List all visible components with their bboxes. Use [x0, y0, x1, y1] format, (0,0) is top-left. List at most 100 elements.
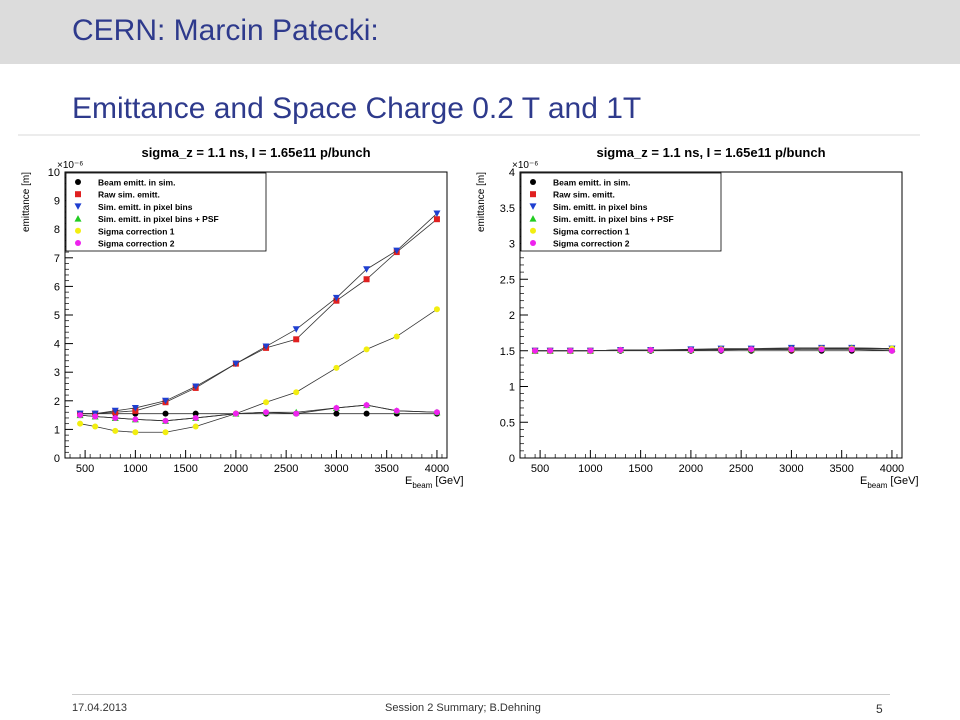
chart1-data-point: [587, 347, 594, 354]
chart0-legend-marker: [75, 191, 81, 198]
chart1-legend-label: Beam emitt. in sim.: [553, 178, 630, 188]
chart0-xtick-label: 4000: [425, 463, 449, 475]
chart0-ytick-label: 3: [54, 367, 60, 379]
chart0-data-point: [112, 414, 119, 421]
chart0-data-point: [131, 404, 139, 412]
chart0-data-point: [433, 306, 440, 313]
chart1-legend-label: Raw sim. emitt.: [553, 190, 615, 200]
emittance-chart-1T: sigma_z = 1.1 ns, I = 1.65e11 p/bunch 0 0.…: [470, 140, 920, 490]
chart0-data-point: [162, 417, 169, 424]
chart1-ytick-label: 0.5: [500, 417, 515, 429]
chart0-data-point: [77, 412, 84, 419]
chart0-xtick-label: 2500: [274, 463, 298, 475]
chart0-legend-marker: [75, 227, 81, 234]
chart1-xlabel-sub: beam: [867, 481, 887, 490]
chart0-data-point: [293, 389, 300, 396]
chart1-legend-marker: [530, 240, 536, 246]
chart0-xlabel-sub: beam: [412, 481, 432, 490]
chart0-data-point: [162, 429, 169, 436]
chart1-ytick-label: 2: [509, 310, 515, 322]
chart1-legend-marker: [530, 227, 536, 234]
chart0-data-point: [363, 266, 371, 273]
chart1-legend-label: Sim. emitt. in pixel bins + PSF: [553, 214, 674, 224]
chart0-xtick-label: 2000: [224, 463, 248, 475]
emittance-chart-0p2T: sigma_z = 1.1 ns, I = 1.65e11 p/bunch 0 1 2…: [15, 140, 465, 490]
chart0-data-point: [293, 410, 300, 417]
chart0-legend-label: Raw sim. emitt.: [98, 190, 160, 200]
chart0-data-point: [192, 410, 199, 417]
chart0-data-point: [132, 416, 139, 423]
chart1-legend-label: Sim. emitt. in pixel bins: [553, 202, 648, 212]
chart0-data-point: [433, 210, 441, 217]
chart1-data-point: [687, 347, 694, 354]
chart1-data-point: [888, 347, 895, 354]
chart0-data-point: [363, 346, 370, 353]
chart0-title: sigma_z = 1.1 ns, I = 1.65e11 p/bunch: [141, 145, 370, 160]
chart0-ytick-label: 0: [54, 453, 60, 465]
chart0-data-point: [393, 247, 401, 255]
chart1-data-point: [748, 346, 755, 353]
title-divider: [18, 134, 920, 136]
chart1-ytick-label: 1.5: [500, 346, 515, 358]
chart1-ytick-label: 0: [509, 453, 515, 465]
chart1-data-point: [818, 346, 825, 353]
chart0-xtick-label: 1500: [173, 463, 197, 475]
slide-subtitle: Emittance and Space Charge 0.2 T and 1T: [72, 92, 642, 125]
chart1-xtick-label: 500: [531, 463, 549, 475]
chart0-data-point: [192, 383, 200, 390]
chart0-ytick-label: 9: [54, 196, 60, 208]
chart1-legend-marker: [529, 203, 537, 210]
chart1-series-5: [532, 346, 895, 354]
chart0-xlabel-main: E: [405, 475, 412, 487]
chart0-series-5: [77, 402, 440, 424]
chart1-title: sigma_z = 1.1 ns, I = 1.65e11 p/bunch: [596, 145, 825, 160]
chart0-legend-label: Sigma correction 2: [98, 239, 175, 249]
chart1-xlabel-unit: [GeV]: [887, 475, 918, 487]
chart1-legend-box: [520, 172, 722, 252]
chart0-data-point: [132, 429, 139, 436]
chart0-xtick-label: 500: [76, 463, 94, 475]
chart1-data-point: [647, 347, 654, 354]
chart0-data-point: [333, 364, 340, 371]
chart0-data-point: [232, 410, 239, 417]
chart0-data-point: [162, 397, 170, 405]
chart0-data-point: [433, 409, 440, 416]
chart1-xlabel-main: E: [860, 475, 867, 487]
chart0-legend-label: Sim. emitt. in pixel bins + PSF: [98, 214, 219, 224]
chart0-ytick-label: 10: [48, 167, 60, 179]
chart0-data-point: [162, 410, 169, 417]
chart0-data-point: [363, 410, 370, 417]
chart0-ytick-label: 1: [54, 424, 60, 436]
chart1-xtick-label: 2500: [729, 463, 753, 475]
slide-header-bar: [0, 0, 960, 64]
chart0-xlabel-unit: [GeV]: [432, 475, 463, 487]
chart0-data-point: [393, 333, 400, 340]
chart1-data-point: [547, 347, 554, 354]
chart0-data-point: [112, 427, 119, 434]
chart1-ytick-label: 4: [509, 167, 515, 179]
chart0-data-point: [192, 423, 199, 430]
chart0-ytick-label: 6: [54, 281, 60, 293]
chart0-data-point: [92, 413, 99, 420]
chart1-data-point: [718, 347, 725, 354]
chart0-data-point: [433, 216, 440, 223]
chart0-legend-label: Sim. emitt. in pixel bins: [98, 202, 193, 212]
footer-divider: [72, 694, 890, 695]
chart1-xtick-label: 3000: [779, 463, 803, 475]
chart0-xtick-label: 3500: [374, 463, 398, 475]
chart1-data-point: [567, 347, 574, 354]
chart1-xlabel: Ebeam [GeV]: [860, 475, 919, 490]
chart1-ylabel: emittance [m]: [476, 172, 487, 232]
chart1-data-point: [617, 347, 624, 354]
chart0-ylabel: emittance [m]: [21, 172, 32, 232]
chart1-ytick-label: 3: [509, 239, 515, 251]
chart0-data-point: [293, 336, 300, 343]
chart0-data-point: [333, 404, 340, 411]
chart0-series-2: [76, 210, 441, 418]
chart0-data-point: [263, 399, 270, 406]
chart1-y-exponent: ×10⁻⁶: [512, 160, 538, 171]
chart1-xtick-label: 1000: [578, 463, 602, 475]
slide-title: CERN: Marcin Patecki:: [72, 14, 379, 47]
chart0-data-point: [332, 294, 340, 302]
chart0-data-point: [262, 343, 270, 350]
